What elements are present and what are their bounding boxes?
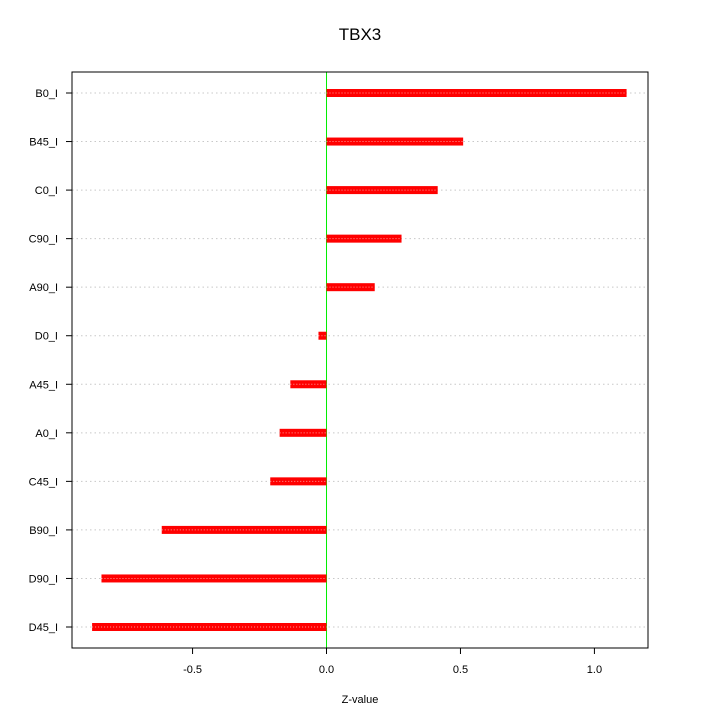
- y-tick-label: B90_I: [29, 525, 58, 537]
- y-tick-label: A45_I: [29, 379, 58, 391]
- bar-A0_I: [279, 428, 327, 437]
- plot-frame: [71, 71, 649, 649]
- y-tick-label: A90_I: [29, 282, 58, 294]
- y-tick-label: D90_I: [29, 573, 58, 585]
- x-tick-label: 0.5: [453, 664, 468, 676]
- y-tick-label: C45_I: [29, 476, 58, 488]
- y-tick-label: B0_I: [35, 88, 58, 100]
- y-tick-label: D0_I: [35, 331, 58, 343]
- bars: [92, 89, 627, 631]
- y-tick-label: C0_I: [35, 185, 58, 197]
- y-tick-label: C90_I: [29, 234, 58, 246]
- y-tick-label: A0_I: [35, 428, 58, 440]
- bar-B45_I: [326, 137, 464, 146]
- bar-C45_I: [270, 477, 327, 486]
- bar-B90_I: [161, 525, 327, 534]
- x-axis-label: Z-value: [342, 694, 379, 706]
- y-tick-label: D45_I: [29, 622, 58, 634]
- bar-C0_I: [326, 186, 438, 195]
- x-axis: -0.5 0.0 0.5 1.0: [183, 648, 602, 676]
- grid-lines: [72, 92, 648, 628]
- chart-title: TBX3: [339, 25, 382, 44]
- bar-D90_I: [101, 574, 327, 583]
- x-tick-label: -0.5: [183, 664, 202, 676]
- x-tick-label: 1.0: [587, 664, 602, 676]
- y-axis: B0_I B45_I C0_I C90_I A90_I D0_I A45_I A0_I C45_…: [29, 88, 72, 634]
- y-tick-label: B45_I: [29, 137, 58, 149]
- x-tick-label: 0.0: [319, 664, 334, 676]
- bar-C90_I: [326, 234, 402, 243]
- bar-D0_I: [318, 331, 327, 340]
